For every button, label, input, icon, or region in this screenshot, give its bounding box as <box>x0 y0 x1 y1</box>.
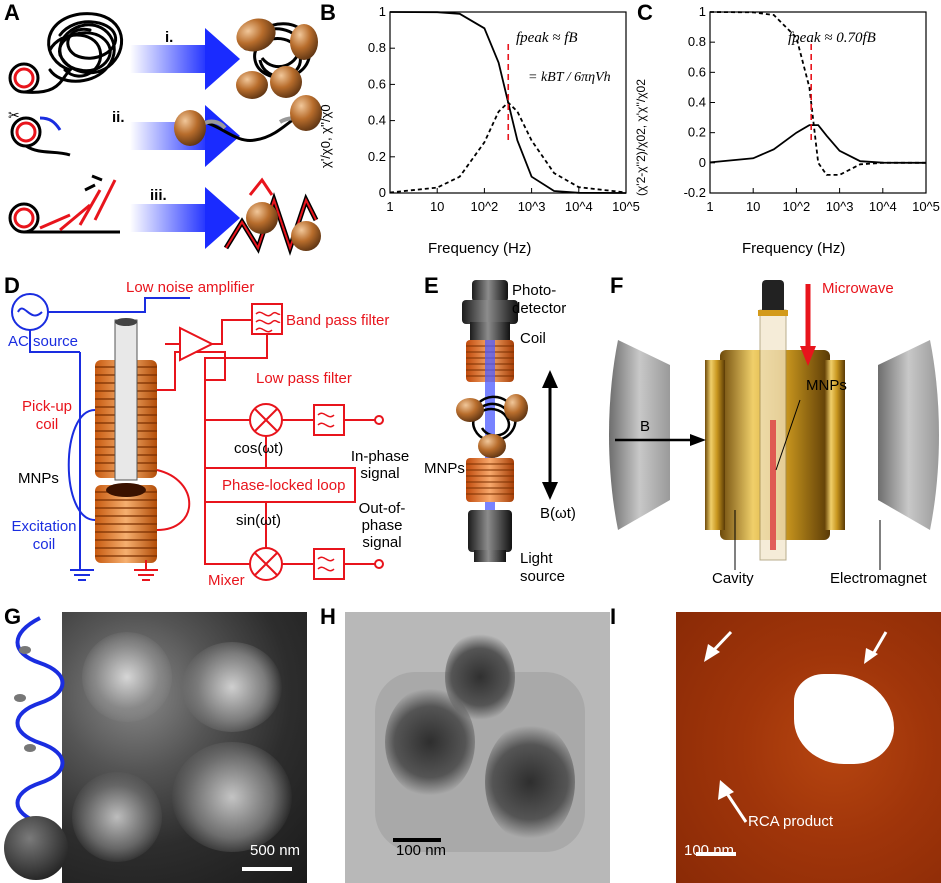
chart-b-xtick-label: 10^2 <box>471 199 499 214</box>
chart-b-annotation-1: fpeak ≈ fB <box>516 30 578 46</box>
photodetector-label: Photo-detector <box>512 282 567 317</box>
chart-c-xtick-label: 10 <box>746 199 760 214</box>
chart-c-series-0 <box>709 11 926 176</box>
chart-b-xtick-label: 10^5 <box>612 199 640 214</box>
chart-c-ytick-label: 0.6 <box>688 64 706 79</box>
electromagnet-label: Electromagnet <box>830 570 927 587</box>
sem-image <box>62 612 307 883</box>
chart-b-xtick-label: 1 <box>386 199 393 214</box>
chart-c-xtick-label: 1 <box>706 199 713 214</box>
cavity-label: Cavity <box>712 570 754 587</box>
excitation-coil-bottom <box>95 483 157 563</box>
chart-c-ytick-label: 1 <box>699 4 706 19</box>
panel-label-f: F <box>610 273 624 298</box>
field-label: B(ωt) <box>540 505 576 522</box>
scale-label-h: 100 nm <box>396 842 447 859</box>
chart-c-ytick-label: 0.8 <box>688 34 706 49</box>
panel-label-e: E <box>424 273 439 298</box>
chart-b-ytick-label: 0.2 <box>368 149 386 164</box>
chart-c-ytick-label: 0.2 <box>688 125 706 140</box>
chart-c-xtick-label: 10^5 <box>912 199 940 214</box>
chart-c-ylabel: (χ'2-χ''2)/χ02, χ'χ''/χ02 <box>634 79 648 196</box>
svg-text:✂: ✂ <box>8 108 20 124</box>
chart-c-ytick-label: -0.2 <box>684 185 706 200</box>
panel-d-circuit <box>11 293 384 581</box>
panel-label-i: I <box>610 604 617 629</box>
chart-c-xlabel: Frequency (Hz) <box>742 240 846 257</box>
panel-label-b: B <box>320 0 336 25</box>
coil-label: Coil <box>520 330 546 347</box>
scale-label-g: 500 nm <box>250 842 301 859</box>
mnps-label-e: MNPs <box>424 460 465 477</box>
chart-c-xtick-label: 10^4 <box>869 199 897 214</box>
light-source-label: Light source <box>520 550 566 585</box>
dna-coil <box>22 12 124 94</box>
pickup-coil-label: Pick-up coil <box>21 398 73 433</box>
chart-b-ytick-label: 0.4 <box>368 113 386 128</box>
chart-b-annotation-2: = kBT / 6πηVh <box>528 70 611 85</box>
chart-c-annotation: fpeak ≈ 0.70fB <box>788 30 876 46</box>
chart-c-series-1 <box>709 124 927 164</box>
step-iii-label: iii. <box>150 187 167 204</box>
chart-b-xtick-label: 10^3 <box>518 199 546 214</box>
mnps-label-f: MNPs <box>806 377 847 394</box>
afm-image <box>676 612 941 883</box>
cos-label: cos(ωt) <box>234 440 284 457</box>
chart-b-ytick-label: 0.8 <box>368 40 386 55</box>
panel-i-arrows <box>704 630 888 823</box>
chart-b-xtick-label: 10 <box>430 199 444 214</box>
panel-label-g: G <box>4 604 22 629</box>
chart-b-xlabel: Frequency (Hz) <box>428 240 532 257</box>
chart-b-frame <box>389 11 627 194</box>
scale-label-i: 100 nm <box>684 842 735 859</box>
mnps-label-d: MNPs <box>18 470 59 487</box>
chart-c-xtick-label: 10^2 <box>783 199 811 214</box>
panel-label-a: A <box>4 0 20 25</box>
chart-b-ytick-label: 0 <box>379 185 386 200</box>
excitation-coil-label: Excitation coil <box>11 518 77 553</box>
panel-f-epr <box>609 280 939 570</box>
field-b-label: B <box>640 418 651 435</box>
chart-b-xtick-label: 10^4 <box>565 199 593 214</box>
chart-c-ytick-label: 0.4 <box>688 95 706 110</box>
panel-label-d: D <box>4 273 20 298</box>
pll-label: Phase-locked loop <box>222 477 346 494</box>
band-pass-filter-label: Band pass filter <box>286 312 390 329</box>
chart-c-ytick-label: 0 <box>699 155 706 170</box>
chart-b-ytick-label: 1 <box>379 4 386 19</box>
sin-label: sin(ωt) <box>236 512 282 529</box>
rca-product-label: RCA product <box>748 813 834 830</box>
out-phase-label: Out-of-phase signal <box>358 500 406 551</box>
chart-b-ylabel: χ'/χ0, χ''/χ0 <box>318 104 333 168</box>
chart-c-xtick-label: 10^3 <box>826 199 854 214</box>
panel-a-illustration: i. ✂ ii. iii. <box>8 12 322 256</box>
low-pass-filter-label: Low pass filter <box>256 370 352 387</box>
panel-label-h: H <box>320 604 336 629</box>
step-ii-label: ii. <box>112 109 125 126</box>
tem-image <box>345 612 610 883</box>
chart-b-ytick-label: 0.6 <box>368 76 386 91</box>
microwave-label: Microwave <box>822 280 894 297</box>
chart-b-series-1 <box>389 101 627 194</box>
in-phase-label: In-phase signal <box>350 448 410 482</box>
panel-label-c: C <box>637 0 653 25</box>
chart-c: 1 10 10^2 10^3 10^4 10^5 -0.2 0 0.2 0.4 0.6 0.8 1 <box>684 4 940 214</box>
ac-source-label: AC source <box>8 333 79 350</box>
mixer-label: Mixer <box>208 572 245 589</box>
low-noise-amplifier-label: Low noise amplifier <box>126 279 255 296</box>
chart-b: 1 10 10^2 10^3 10^4 10^5 0 0.2 0.4 0.6 0.8 1 <box>368 4 640 214</box>
panel-e-setup <box>456 280 558 562</box>
panel-g-helix <box>4 616 68 880</box>
step-i-label: i. <box>165 29 173 46</box>
